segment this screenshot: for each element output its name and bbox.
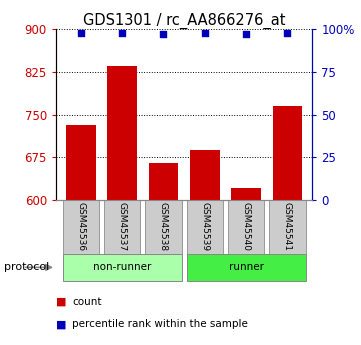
Text: percentile rank within the sample: percentile rank within the sample xyxy=(72,319,248,329)
Bar xyxy=(62,254,182,281)
Bar xyxy=(107,66,137,200)
Text: non-runner: non-runner xyxy=(93,263,151,272)
Text: GSM45540: GSM45540 xyxy=(242,203,251,252)
Text: runner: runner xyxy=(229,263,264,272)
Title: GDS1301 / rc_AA866276_at: GDS1301 / rc_AA866276_at xyxy=(83,13,285,29)
Text: count: count xyxy=(72,297,102,307)
Text: GSM45539: GSM45539 xyxy=(200,202,209,252)
Text: GSM45536: GSM45536 xyxy=(76,202,85,252)
Bar xyxy=(228,200,264,254)
Point xyxy=(161,32,166,37)
Text: protocol: protocol xyxy=(4,263,49,272)
Text: GSM45538: GSM45538 xyxy=(159,202,168,252)
Point xyxy=(284,30,290,36)
Bar xyxy=(149,163,178,200)
Text: ■: ■ xyxy=(56,319,66,329)
Bar xyxy=(273,106,303,200)
Bar xyxy=(66,125,96,200)
Point xyxy=(78,30,84,36)
Bar xyxy=(187,254,306,281)
Bar xyxy=(190,150,219,200)
Point xyxy=(202,30,208,36)
Text: ■: ■ xyxy=(56,297,66,307)
Text: GSM45537: GSM45537 xyxy=(118,202,127,252)
Bar xyxy=(187,200,223,254)
Bar xyxy=(145,200,182,254)
Text: GSM45541: GSM45541 xyxy=(283,203,292,252)
Bar xyxy=(269,200,306,254)
Point xyxy=(119,30,125,36)
Bar xyxy=(62,200,99,254)
Bar xyxy=(104,200,140,254)
Point xyxy=(243,32,249,37)
Bar xyxy=(231,188,261,200)
